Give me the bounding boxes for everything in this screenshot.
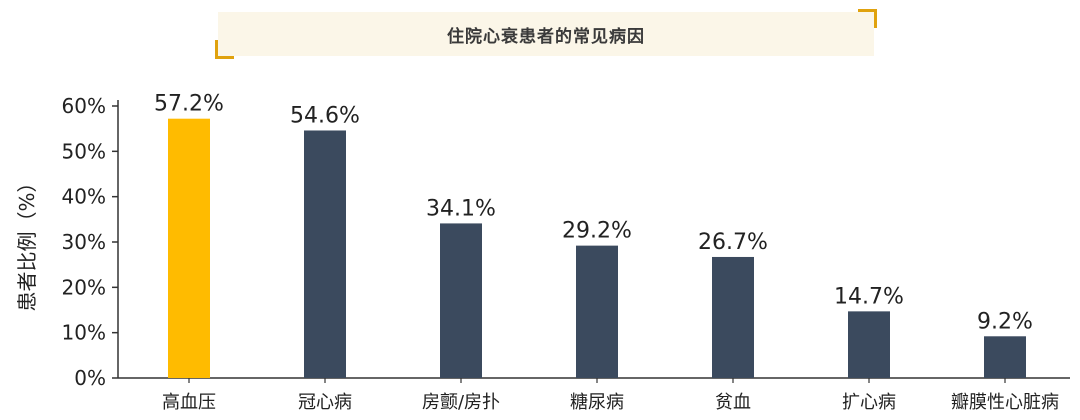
corner-bracket-decoration [215, 40, 234, 59]
x-tick-label: 高血压 [162, 392, 216, 413]
data-label: 54.6% [290, 103, 360, 128]
y-tick-label: 0% [74, 366, 106, 390]
data-label: 14.7% [834, 284, 904, 309]
bar [712, 256, 754, 378]
y-tick-label: 30% [62, 230, 106, 254]
data-label: 29.2% [562, 219, 632, 244]
chart-title-banner: 住院心衰患者的常见病因 [215, 9, 877, 59]
data-label: 57.2% [154, 92, 224, 117]
bar [440, 223, 482, 378]
bar [168, 118, 210, 379]
bar [984, 336, 1026, 378]
corner-bracket-decoration [858, 9, 877, 28]
data-label: 9.2% [977, 309, 1033, 334]
y-tick-label: 40% [62, 185, 106, 209]
data-label: 26.7% [698, 230, 768, 255]
bar [304, 130, 346, 378]
x-tick-label: 贫血 [715, 392, 751, 413]
x-tick-label: 瓣膜性心脏病 [951, 392, 1059, 413]
x-tick-label: 糖尿病 [570, 392, 624, 413]
y-tick-label: 50% [62, 139, 106, 163]
data-label: 34.1% [426, 196, 496, 221]
chart-title: 住院心衰患者的常见病因 [447, 26, 645, 47]
x-tick-label: 扩心病 [842, 392, 896, 413]
x-tick-label: 冠心病 [298, 392, 352, 413]
y-tick-label: 10% [62, 321, 106, 345]
y-axis-title: 患者比例（%） [15, 172, 39, 311]
bar [848, 311, 890, 378]
bar [576, 245, 618, 378]
y-tick-label: 60% [62, 94, 106, 118]
y-tick-label: 20% [62, 275, 106, 299]
x-tick-label: 房颤/房扑 [422, 392, 500, 413]
